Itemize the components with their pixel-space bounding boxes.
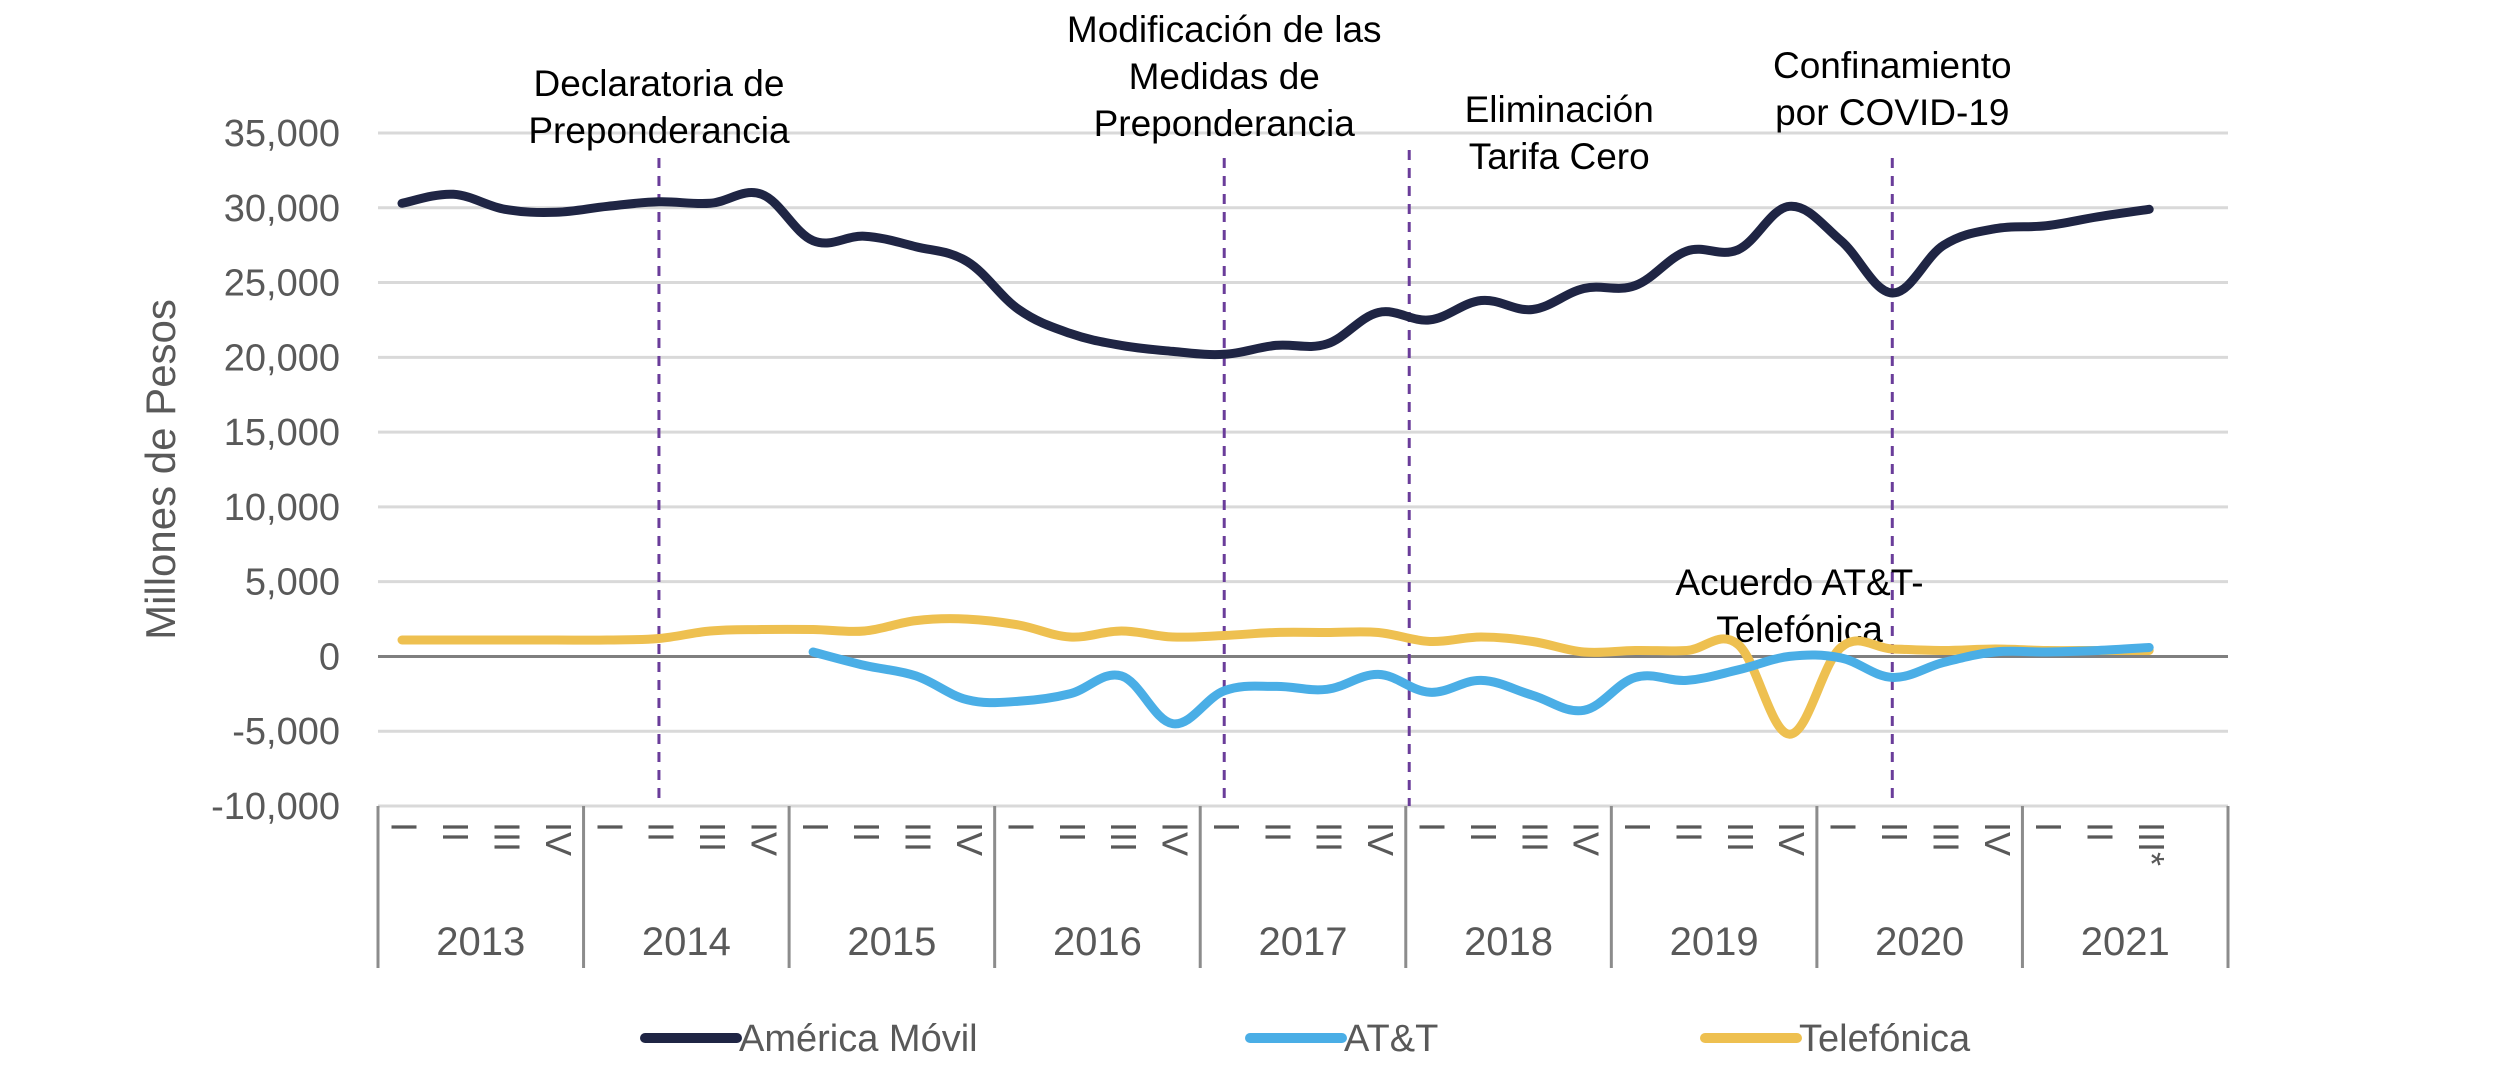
event-annotation-label: Confinamiento (1773, 45, 2012, 86)
y-tick-label: -10,000 (211, 786, 340, 828)
y-tick-label: 25,000 (224, 263, 340, 305)
quarter-label: II (2080, 822, 2121, 842)
event-annotation-label: Medidas de (1129, 56, 1320, 97)
quarter-label: III (486, 822, 527, 852)
y-tick-label: 5,000 (245, 562, 340, 604)
y-tick-label: 20,000 (224, 337, 340, 379)
year-label: 2019 (1670, 920, 1759, 964)
event-annotation-label: Modificación de las (1067, 9, 1382, 50)
quarter-label: II (1463, 822, 1504, 842)
quarter-label: IV (1155, 822, 1196, 856)
y-tick-label: 15,000 (224, 412, 340, 454)
quarter-label: IV (538, 822, 579, 856)
event-annotation-label: Acuerdo AT&T- (1675, 562, 1923, 603)
event-annotation-label: Preponderancia (1094, 103, 1356, 144)
quarter-label: III (1103, 822, 1144, 852)
quarter-label: IV (1771, 822, 1812, 856)
event-annotation-label: Eliminación (1465, 89, 1654, 130)
year-label: 2017 (1259, 920, 1348, 964)
quarter-label: III (1925, 822, 1966, 852)
series-line-at-t (808, 643, 2154, 729)
quarter-label: I (384, 822, 425, 832)
quarter-label: III* (2131, 822, 2172, 866)
series-line-telefonica (397, 614, 2154, 739)
year-label: 2013 (436, 920, 525, 964)
quarter-label: I (1823, 822, 1864, 832)
y-tick-label: 35,000 (224, 113, 340, 155)
quarter-label: III (1309, 822, 1350, 852)
event-annotation-label: Preponderancia (528, 110, 790, 151)
quarter-label: I (795, 822, 836, 832)
quarter-label: III (1720, 822, 1761, 852)
quarter-label: III (692, 822, 733, 852)
quarter-label: IV (1977, 822, 2018, 856)
quarter-label: III (898, 822, 939, 852)
legend-label: Telefónica (1799, 1018, 1971, 1060)
year-label: 2020 (1875, 920, 1964, 964)
year-label: 2014 (642, 920, 731, 964)
quarter-label: II (1668, 822, 1709, 842)
y-tick-label: 10,000 (224, 487, 340, 529)
quarter-label: II (1052, 822, 1093, 842)
year-label: 2015 (847, 920, 936, 964)
quarter-label: II (435, 822, 476, 842)
year-label: 2016 (1053, 920, 1142, 964)
quarter-label: II (846, 822, 887, 842)
quarter-label: I (1411, 822, 1452, 832)
legend-label: AT&T (1344, 1018, 1438, 1060)
event-annotation-label: Declaratoria de (533, 63, 784, 104)
event-annotation-label: por COVID-19 (1775, 92, 2009, 133)
series-line-america-movil (397, 188, 2154, 360)
event-annotation-label: Tarifa Cero (1469, 136, 1650, 177)
quarter-label: I (1617, 822, 1658, 832)
year-label: 2021 (2081, 920, 2170, 964)
y-tick-label: 30,000 (224, 188, 340, 230)
year-label: 2018 (1464, 920, 1553, 964)
y-tick-label: -5,000 (232, 711, 340, 753)
quarter-label: I (589, 822, 630, 832)
quarter-label: IV (1360, 822, 1401, 856)
quarter-label: I (1206, 822, 1247, 832)
quarter-label: II (641, 822, 682, 842)
y-tick-label: 0 (319, 636, 340, 678)
quarter-label: I (1000, 822, 1041, 832)
quarter-label: III (1514, 822, 1555, 852)
quarter-label: I (2028, 822, 2069, 832)
legend-label: América Móvil (739, 1018, 978, 1060)
quarter-label: IV (743, 822, 784, 856)
y-axis-title: Millones de Pesos (137, 299, 184, 640)
quarter-label: IV (949, 822, 990, 856)
quarter-label: II (1257, 822, 1298, 842)
quarter-label: IV (1566, 822, 1607, 856)
quarter-label: II (1874, 822, 1915, 842)
